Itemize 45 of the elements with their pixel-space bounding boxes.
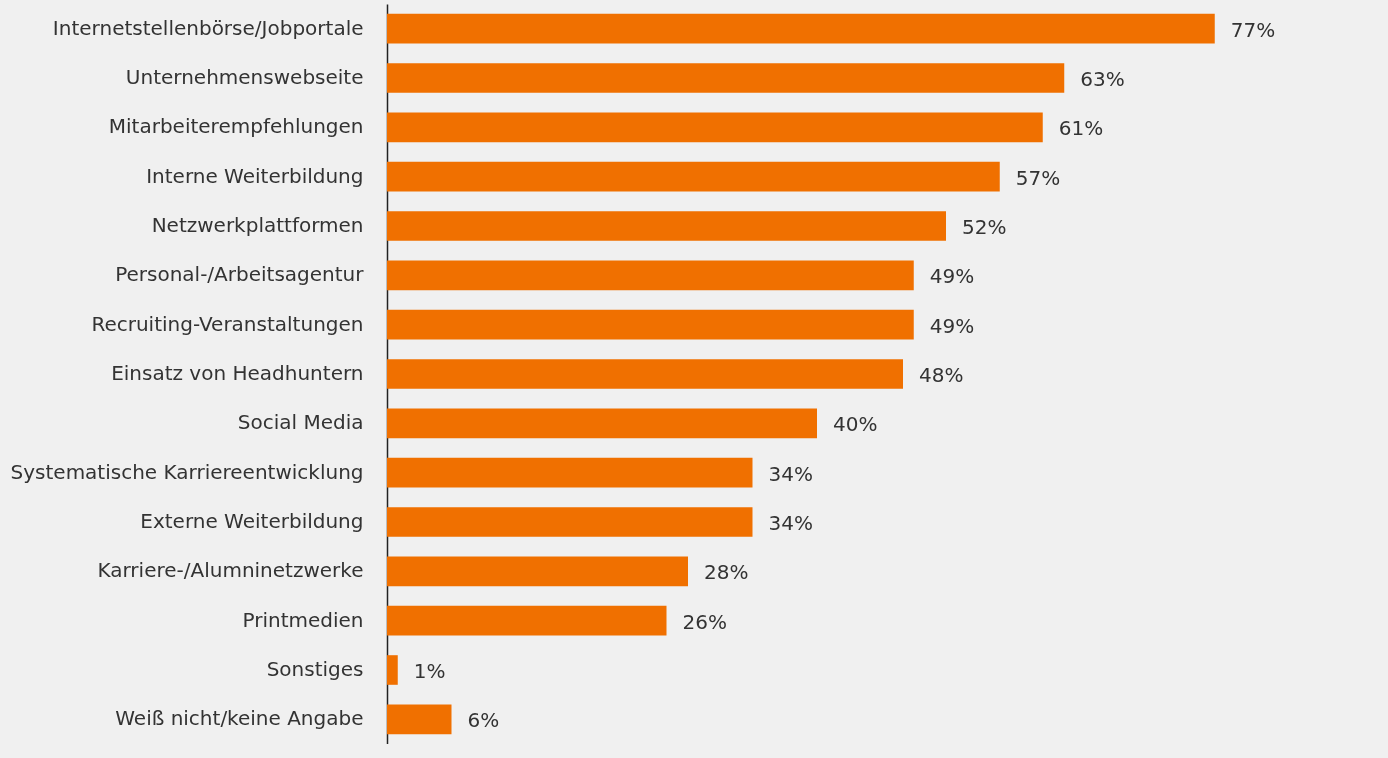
- bar: [387, 112, 1043, 143]
- bar: [387, 211, 946, 241]
- bar: [387, 704, 452, 735]
- bar: [387, 260, 914, 291]
- data-label: 57%: [1015, 165, 1061, 190]
- bar: [387, 556, 688, 587]
- y-tick-label: Interne Weiterbildung: [146, 163, 364, 188]
- y-tick-label: Karriere-/Alumninetzwerke: [97, 558, 364, 583]
- data-label: 1%: [413, 659, 446, 683]
- bar: [387, 13, 1215, 44]
- y-tick-label: Externe Weiterbildung: [140, 509, 364, 533]
- y-tick-label: Recruiting-Veranstaltungen: [91, 311, 364, 336]
- bar: [387, 63, 1065, 93]
- bar: [387, 655, 398, 685]
- data-label: 52%: [962, 215, 1007, 239]
- data-label: 49%: [929, 313, 975, 338]
- y-tick-label: Systematische Karriereentwicklung: [10, 459, 364, 484]
- data-label: 77%: [1230, 17, 1276, 42]
- y-tick-label: Social Media: [237, 410, 364, 435]
- data-label: 34%: [768, 461, 813, 486]
- data-label: 63%: [1080, 67, 1125, 91]
- data-label: 6%: [467, 708, 500, 733]
- bar: [387, 507, 753, 537]
- data-label: 34%: [768, 511, 813, 535]
- data-label: 61%: [1058, 116, 1104, 141]
- bar: [387, 161, 1000, 192]
- y-tick-label: Einsatz von Headhuntern: [111, 361, 364, 385]
- y-tick-label: Unternehmenswebseite: [125, 65, 364, 89]
- bar: [387, 309, 914, 340]
- y-tick-label: Mitarbeiterempfehlungen: [108, 114, 364, 139]
- data-label: 49%: [929, 264, 975, 289]
- bar: [387, 457, 753, 488]
- y-tick-label: Netzwerkplattformen: [151, 213, 364, 237]
- bar: [387, 359, 903, 389]
- y-tick-label: Weiß nicht/keine Angabe: [115, 706, 364, 731]
- data-label: 48%: [919, 363, 964, 387]
- bar: [387, 408, 817, 439]
- data-label: 28%: [704, 560, 749, 585]
- y-tick-label: Sonstiges: [266, 657, 364, 681]
- y-tick-label: Personal-/Arbeitsagentur: [115, 262, 365, 287]
- data-label: 40%: [833, 412, 878, 437]
- y-tick-label: Printmedien: [242, 607, 364, 632]
- y-tick-label: Internetstellenbörse/Jobportale: [52, 15, 364, 40]
- data-label: 26%: [682, 609, 727, 634]
- bar: [387, 605, 667, 636]
